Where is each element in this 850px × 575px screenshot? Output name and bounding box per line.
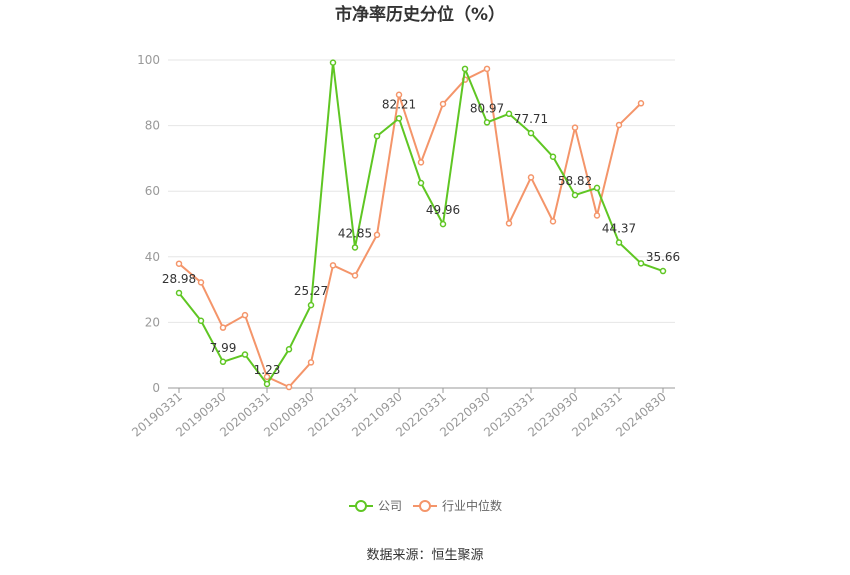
data-point bbox=[219, 358, 227, 366]
data-point bbox=[483, 65, 491, 73]
data-point bbox=[505, 110, 513, 118]
legend-company-marker bbox=[355, 500, 367, 512]
data-point bbox=[395, 91, 403, 99]
data-point bbox=[593, 184, 601, 192]
data-point bbox=[263, 380, 271, 388]
data-point bbox=[637, 100, 645, 107]
data-point bbox=[263, 373, 271, 381]
data-point bbox=[659, 267, 667, 275]
data-label: 1.23 bbox=[254, 363, 281, 377]
data-label: 42.85 bbox=[338, 226, 372, 240]
chart-title: 市净率历史分位（%） bbox=[335, 4, 505, 25]
data-point bbox=[439, 100, 447, 108]
data-label: 35.66 bbox=[646, 250, 680, 264]
data-point bbox=[241, 311, 249, 319]
data-point bbox=[417, 179, 425, 187]
data-source: 数据来源：恒生聚源 bbox=[366, 548, 483, 563]
series-group bbox=[175, 59, 667, 391]
data-point bbox=[461, 65, 469, 73]
data-point bbox=[219, 324, 227, 331]
data-label: 44.37 bbox=[602, 221, 636, 235]
y-tick-label: 100 bbox=[137, 53, 160, 67]
y-tick-label: 20 bbox=[145, 315, 160, 329]
data-label: 77.71 bbox=[514, 112, 548, 126]
data-point bbox=[395, 115, 403, 122]
data-point bbox=[285, 383, 293, 391]
data-point bbox=[439, 220, 447, 228]
data-point bbox=[593, 212, 601, 219]
series-line-1 bbox=[178, 67, 642, 389]
data-point bbox=[615, 121, 623, 129]
data-label: 28.98 bbox=[162, 272, 196, 286]
y-axis: 0 20 40 60 80 100 bbox=[137, 53, 160, 395]
data-point bbox=[483, 119, 491, 126]
data-point bbox=[197, 317, 205, 325]
x-axis: 2019033120190930202003312020093020210331… bbox=[129, 387, 675, 440]
data-point bbox=[351, 244, 359, 251]
data-point bbox=[417, 159, 425, 166]
data-point bbox=[549, 153, 557, 161]
data-point bbox=[197, 279, 205, 286]
data-point bbox=[175, 289, 183, 297]
data-point bbox=[637, 260, 645, 267]
data-label: 80.97 bbox=[470, 101, 504, 115]
data-point bbox=[241, 351, 249, 358]
legend-industry-marker bbox=[419, 500, 431, 512]
legend-industry-label[interactable]: 行业中位数 bbox=[442, 498, 502, 513]
data-point bbox=[527, 174, 535, 181]
data-point bbox=[373, 132, 381, 140]
data-labels: 28.98 7.99 1.23 25.27 42.85 82.21 49.96 80.97 77… bbox=[162, 97, 680, 377]
data-point bbox=[329, 262, 337, 269]
data-label: 58.82 bbox=[558, 174, 592, 188]
data-point bbox=[285, 346, 293, 353]
data-label: 49.96 bbox=[426, 203, 460, 217]
data-label: 82.21 bbox=[382, 97, 416, 111]
data-point bbox=[351, 272, 359, 279]
data-label: 25.27 bbox=[294, 284, 328, 298]
data-point bbox=[615, 239, 623, 246]
data-point bbox=[307, 359, 315, 366]
grid-lines bbox=[168, 59, 675, 323]
data-point bbox=[505, 220, 513, 227]
y-tick-label: 60 bbox=[145, 184, 160, 198]
data-point bbox=[571, 191, 579, 199]
data-label: 7.99 bbox=[210, 341, 237, 355]
data-point bbox=[373, 231, 381, 239]
data-point bbox=[307, 301, 315, 309]
legend: 公司 行业中位数 bbox=[349, 498, 502, 513]
y-tick-label: 0 bbox=[152, 381, 160, 395]
data-point bbox=[329, 59, 337, 66]
data-point bbox=[571, 124, 579, 131]
legend-company-label[interactable]: 公司 bbox=[378, 499, 402, 513]
data-point bbox=[549, 218, 557, 225]
y-tick-label: 40 bbox=[145, 250, 160, 264]
data-point bbox=[527, 129, 535, 137]
data-point bbox=[175, 260, 183, 267]
y-tick-label: 80 bbox=[145, 119, 160, 133]
